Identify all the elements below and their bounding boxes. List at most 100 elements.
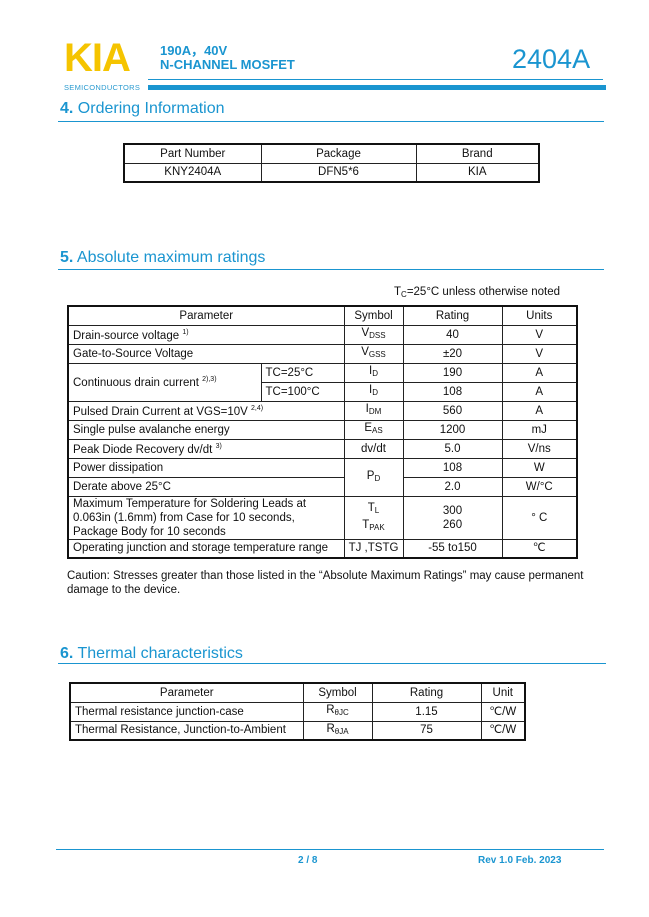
text: W [533, 461, 545, 474]
cell: Pulsed Drain Current at VGS=10V 2,4) [67, 400, 345, 421]
text: T [394, 286, 402, 298]
text: V/ns [527, 442, 551, 455]
text: 3) [215, 443, 222, 451]
text: D [374, 473, 381, 483]
text: A [535, 366, 544, 379]
text: D [372, 369, 378, 378]
table-row: Pulsed Drain Current at VGS=10V 2,4) IDM 5… [67, 400, 578, 421]
text: I [369, 365, 373, 377]
divider [58, 663, 606, 664]
cell: Unit [480, 682, 526, 703]
text-group: RθJA [326, 723, 348, 736]
cell: Units [501, 305, 578, 326]
cell: ℃ [501, 538, 578, 559]
cell: ℃/W [480, 720, 526, 741]
cell: 1200 [402, 419, 503, 440]
text-group: dv/dt [361, 443, 386, 455]
text: C [401, 290, 407, 299]
cell: 1.15 [371, 701, 482, 722]
text-group: Single pulse avalanche energy [73, 424, 230, 436]
text: Symbol [318, 686, 357, 699]
text: θJC [334, 708, 349, 717]
cell: VGSS [343, 343, 404, 364]
cell: V [501, 324, 578, 345]
header-cell: Package [260, 143, 417, 164]
text: Unit [492, 686, 513, 699]
text-group: IDM [366, 403, 382, 416]
text: A [535, 404, 544, 417]
logo-subtitle: SEMICONDUCTORS [64, 83, 141, 92]
table-row: KNY2404A DFN5*6 KIA [123, 162, 540, 183]
cell: 2.0 [402, 476, 503, 497]
text-group: Maximum Temperature for Soldering Leads … [73, 498, 306, 538]
table-row: Single pulse avalanche energy EAS 1200 mJ [67, 419, 578, 440]
text: Operating junction and storage temperatu… [73, 542, 329, 555]
cell: dv/dt [343, 438, 404, 459]
text: 560 [442, 404, 463, 417]
text: 75 [420, 724, 433, 737]
text: ° C [531, 511, 548, 524]
text-group: Gate-to-Source Voltage [73, 348, 193, 360]
cell: Single pulse avalanche energy [67, 419, 345, 440]
text-group: Derate above 25°C [73, 481, 171, 493]
text: ±20 [442, 347, 463, 360]
text: TC=100°C [265, 385, 320, 398]
cell: Parameter [69, 682, 304, 703]
text: Thermal characteristics [77, 645, 243, 662]
text: 1.15 [415, 705, 438, 718]
device-type: N-CHANNEL MOSFET [160, 57, 295, 72]
divider [58, 269, 604, 270]
text: P [366, 469, 375, 482]
text: 1) [182, 329, 189, 337]
text: 5. [60, 249, 74, 266]
cell: A [501, 362, 578, 383]
thermal-table: Parameter Symbol Rating Unit Thermal resista… [69, 682, 526, 741]
cell: KNY2404A [123, 162, 262, 183]
text: DM [368, 407, 382, 416]
cell: 40 [402, 324, 503, 345]
text-group: 300 260 [443, 505, 462, 531]
text: Absolute maximum ratings [76, 249, 266, 266]
text-group: Drain-source voltage 1) [73, 329, 189, 342]
cell: Symbol [302, 682, 373, 703]
text: 4. [60, 100, 74, 117]
cell: TL TPAK [343, 495, 404, 540]
text: V [361, 346, 369, 358]
revision: Rev 1.0 Feb. 2023 [478, 855, 562, 866]
section-5-title: 5. Absolute maximum ratings [60, 249, 265, 267]
spec-line: 190A，40V [160, 43, 228, 58]
header-bar [148, 85, 606, 90]
text: PAK [369, 522, 385, 532]
text: L [374, 505, 380, 515]
text: TC=25°C [265, 366, 314, 379]
cell: Derate above 25°C [67, 476, 345, 497]
header-cell: Brand [415, 143, 540, 164]
text: Gate-to-Source Voltage [73, 347, 194, 360]
text-group: ID [369, 384, 378, 397]
text-group: Continuous drain current 2),3) [73, 377, 217, 390]
cell: A [501, 381, 578, 402]
text-group: VDSS [361, 327, 385, 340]
divider [58, 121, 604, 122]
cell: Symbol [343, 305, 404, 326]
text: V [361, 327, 370, 339]
cell: 5.0 [402, 438, 503, 459]
text: 190 [442, 366, 463, 379]
cell: TC=100°C [260, 381, 345, 402]
section-4-title: 4. Ordering Information [60, 100, 225, 118]
text: 6. [60, 645, 74, 662]
text-group: TJ ,TSTG [349, 542, 399, 554]
table-row: TC=100°C ID 108 A [68, 381, 578, 402]
cell: Thermal Resistance, Junction-to-Ambient [69, 720, 304, 741]
text: 40 [446, 328, 459, 341]
text: GSS [368, 350, 386, 359]
text: Single pulse avalanche energy [73, 423, 230, 436]
cell: EAS [343, 419, 404, 440]
table-header: Parameter Symbol Rating Unit [69, 682, 526, 703]
text: Parameter [179, 309, 234, 322]
cell: Operating junction and storage temperatu… [67, 538, 345, 559]
table-header: Part Number Package Brand [123, 143, 540, 164]
cell: ID [343, 362, 404, 383]
text: 2,4) [251, 405, 264, 413]
cell: Maximum Temperature for Soldering Leads … [67, 495, 345, 540]
